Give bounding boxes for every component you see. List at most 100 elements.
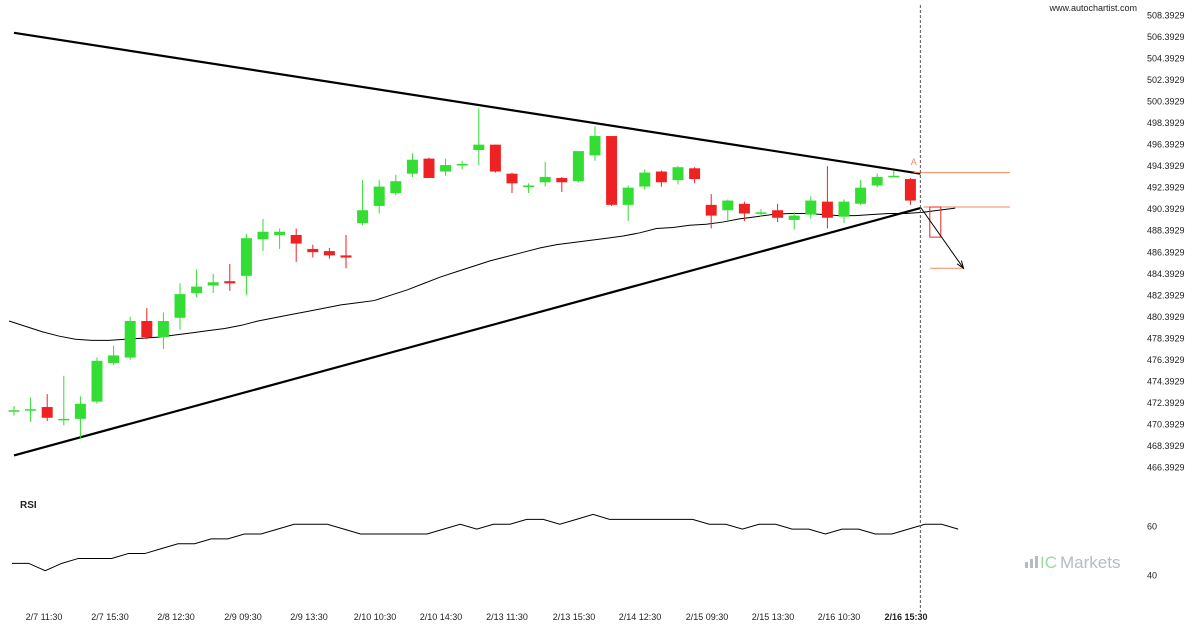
y-tick-label: 498.3929 [1147, 118, 1185, 128]
x-tick-label: 2/13 11:30 [486, 612, 528, 622]
levels-layer [913, 172, 1010, 269]
x-tick-label: 2/10 14:30 [420, 612, 463, 622]
rsi-tick-label: 60 [1147, 522, 1157, 532]
candle-body [606, 136, 618, 205]
projection-arrow-head [956, 260, 965, 270]
candle [738, 201, 750, 221]
candle [705, 194, 717, 229]
candle-body [589, 136, 601, 156]
candle [423, 157, 435, 178]
y-tick-label: 488.3929 [1147, 226, 1185, 236]
rsi-tick-label: 40 [1147, 571, 1157, 581]
moving-average-layer [8, 207, 956, 341]
candle-body [357, 210, 369, 224]
candle [788, 212, 800, 230]
x-tick-label: 2/9 13:30 [290, 612, 328, 622]
trendlines-layer [13, 31, 921, 457]
candle [406, 153, 418, 177]
candle [622, 185, 634, 221]
candle [340, 234, 352, 269]
x-tick-label: 2/15 09:30 [686, 612, 729, 622]
candle [74, 396, 86, 440]
trendline [13, 31, 921, 175]
y-tick-label: 468.3929 [1147, 441, 1185, 451]
candle-body [672, 167, 684, 181]
candle [240, 233, 252, 296]
candle-body [639, 172, 651, 187]
candle-body [290, 234, 302, 244]
y-tick-label: 500.3929 [1147, 97, 1185, 107]
candle-body [257, 231, 269, 240]
candle [655, 170, 667, 187]
candle [556, 176, 568, 192]
pattern-marker: A [911, 157, 917, 167]
x-tick-label: 2/14 12:30 [619, 612, 662, 622]
candle-body [805, 200, 817, 215]
candle [473, 108, 485, 166]
y-tick-label: 476.3929 [1147, 355, 1185, 365]
candle [157, 312, 169, 349]
candle-body [622, 187, 634, 205]
trendline [13, 207, 921, 457]
candle [124, 316, 136, 360]
candle [307, 244, 319, 258]
candle-body [722, 200, 734, 211]
candle-body [456, 164, 468, 166]
candle [58, 375, 70, 426]
candle [25, 397, 37, 423]
candle-body [340, 255, 352, 258]
candle [141, 308, 153, 340]
x-tick-label: 2/16 15:30 [884, 612, 927, 622]
candle-body [689, 168, 701, 180]
rsi-line [12, 513, 959, 572]
candle-body [904, 179, 916, 201]
candle-body [108, 355, 120, 363]
candle-body [224, 281, 236, 284]
candle [207, 273, 219, 294]
candle-body [888, 175, 900, 178]
site-label: www.autochartist.com [1048, 3, 1137, 13]
y-tick-label: 480.3929 [1147, 312, 1185, 322]
candle-body [705, 204, 717, 216]
candle [838, 199, 850, 224]
candle-body [191, 286, 203, 294]
candle-body [772, 210, 784, 218]
candle [257, 218, 269, 252]
candle-body [373, 186, 385, 206]
candle [8, 405, 20, 416]
candle-body [572, 151, 584, 182]
candle [274, 228, 286, 249]
y-tick-label: 504.3929 [1147, 54, 1185, 64]
candle [290, 228, 302, 262]
y-tick-label: 508.3929 [1147, 11, 1185, 21]
projected-candle [929, 206, 942, 238]
candle-body [506, 173, 518, 184]
candle [572, 151, 584, 183]
x-tick-label: 2/15 13:30 [752, 612, 795, 622]
candle-body [58, 418, 70, 421]
candle-body [738, 203, 750, 214]
candle [108, 345, 120, 366]
candle [888, 170, 900, 178]
candles-layer [8, 108, 916, 440]
candle [506, 172, 518, 194]
y-tick-label: 490.3929 [1147, 204, 1185, 214]
x-axis-labels: 2/7 11:30 2/7 15:30 2/8 12:30 2/9 09:30 2/9 … [26, 612, 928, 622]
projection-arrow-line [919, 206, 964, 269]
y-tick-label: 484.3929 [1147, 269, 1185, 279]
candle-body [821, 201, 833, 218]
candle-body [406, 159, 418, 174]
candle-body [855, 187, 867, 204]
candle [91, 357, 103, 404]
candle-body [489, 144, 501, 172]
candle-body [124, 321, 136, 358]
x-tick-label: 2/8 12:30 [157, 612, 195, 622]
candle-body [274, 231, 286, 235]
candle [722, 199, 734, 221]
x-tick-label: 2/7 15:30 [91, 612, 129, 622]
candle-body [390, 181, 402, 194]
candle [323, 247, 335, 259]
candle [174, 283, 186, 330]
candle-body [473, 144, 485, 151]
